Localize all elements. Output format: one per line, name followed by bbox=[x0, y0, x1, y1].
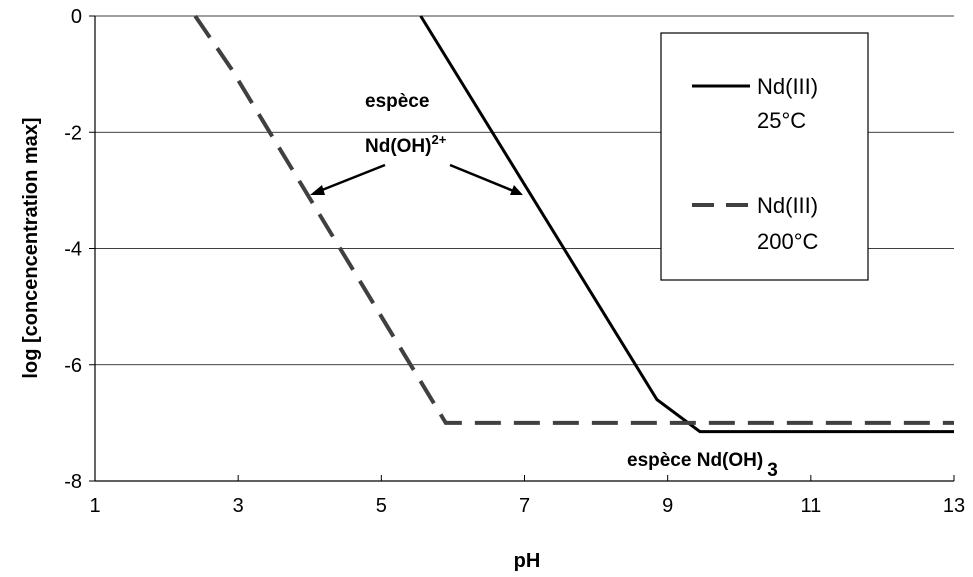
y-tick-label: 0 bbox=[71, 6, 82, 28]
legend-label-200c-line1: Nd(III) bbox=[757, 193, 818, 218]
x-tick-label: 5 bbox=[376, 495, 387, 517]
legend-label-200c-line2: 200°C bbox=[757, 229, 819, 254]
x-axis-title: pH bbox=[514, 550, 541, 572]
y-tick-label: -4 bbox=[64, 239, 82, 261]
x-tick-label: 3 bbox=[233, 495, 244, 517]
x-tick-label: 1 bbox=[89, 495, 100, 517]
y-axis-title: log [concencentration max] bbox=[20, 117, 42, 378]
y-tick-label: -2 bbox=[64, 122, 82, 144]
legend-box bbox=[660, 32, 869, 281]
legend-label-25c-line2: 25°C bbox=[757, 108, 806, 133]
y-tick-label: -8 bbox=[64, 471, 82, 493]
x-tick-label: 11 bbox=[800, 495, 821, 517]
y-tick-label: -6 bbox=[64, 355, 82, 377]
annotation-arrow-right bbox=[449, 163, 517, 194]
x-tick-label: 7 bbox=[519, 495, 530, 517]
annotation-arrowhead-right bbox=[510, 185, 523, 195]
annotations: espèce Nd(OH)2+ espèce Nd(OH) 3 bbox=[310, 91, 778, 481]
annotation-arrow-left bbox=[316, 163, 386, 194]
series-lines bbox=[193, 14, 954, 434]
series-line-25c bbox=[419, 15, 954, 434]
annotation-ndoh3-label: espèce Nd(OH) 3 bbox=[627, 450, 778, 481]
legend: Nd(III) 25°C Nd(III) 200°C bbox=[660, 32, 869, 281]
annotation-espece-top: espèce bbox=[365, 91, 429, 112]
annotation-ndoh2-label: Nd(OH)2+ bbox=[365, 132, 447, 157]
legend-label-25c-line1: Nd(III) bbox=[757, 74, 818, 99]
axes: 0-2-4-6-81 3 5 7 9 11 13 bbox=[64, 6, 965, 517]
x-tick-label: 13 bbox=[943, 495, 965, 517]
annotation-arrowhead-left bbox=[310, 185, 325, 195]
x-tick-label: 9 bbox=[662, 495, 673, 517]
